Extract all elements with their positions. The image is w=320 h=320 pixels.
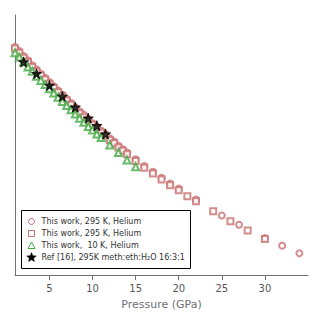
- svg-text:Ref [16], 295K meth:eth:H₂O 16: Ref [16], 295K meth:eth:H₂O 16:3:1: [42, 253, 185, 262]
- svg-text:25: 25: [215, 283, 228, 294]
- svg-text:30: 30: [259, 283, 272, 294]
- svg-text:Pressure (GPa): Pressure (GPa): [121, 298, 201, 311]
- svg-text:This work, 295 K, Helium: This work, 295 K, Helium: [41, 229, 142, 238]
- svg-text:10: 10: [86, 283, 99, 294]
- svg-text:This work, 295 K, Helium: This work, 295 K, Helium: [41, 217, 142, 226]
- svg-text:15: 15: [129, 283, 142, 294]
- svg-text:This work, 10 K, Helium: This work, 10 K, Helium: [41, 241, 139, 250]
- svg-text:5: 5: [46, 283, 52, 294]
- svg-text:20: 20: [172, 283, 185, 294]
